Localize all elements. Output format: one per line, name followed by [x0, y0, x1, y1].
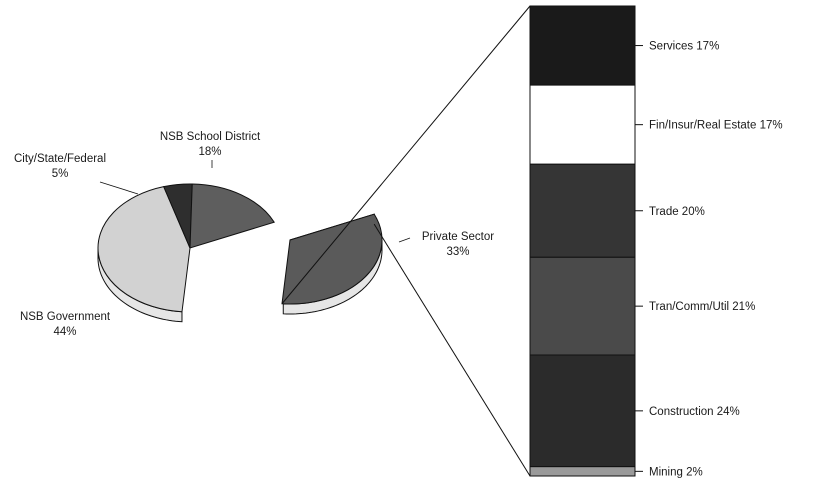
pie-label-nsb-government: NSB Government 44%	[20, 311, 111, 338]
bar-segment-tran-comm-util	[529, 256, 636, 356]
stacked-bar-layer	[529, 5, 643, 477]
connector-layer	[281, 5, 531, 477]
pie-label-name: NSB School District	[160, 131, 261, 143]
pie-label-value: 33%	[446, 246, 469, 258]
bar-label-mining: Mining 2%	[649, 466, 703, 478]
bar-label-trade: Trade 20%	[649, 206, 705, 218]
bar-label-tran-comm-util: Tran/Comm/Util 21%	[649, 301, 755, 313]
pie-label-name: Private Sector	[422, 231, 494, 243]
pie-slice-private-sector	[281, 213, 383, 305]
pie-label-name: City/State/Federal	[14, 153, 106, 165]
bar-segment-services	[529, 5, 636, 86]
bar-label-construction: Construction 24%	[649, 406, 740, 418]
pie-layer	[97, 183, 383, 323]
label-layer: Services 17% Fin/Insur/Real Estate 17% Tra…	[14, 41, 783, 479]
pie-slice-nsb-school-district	[189, 183, 275, 249]
pie-label-private-sector: Private Sector 33%	[398, 231, 494, 258]
bar-label-services: Services 17%	[649, 41, 719, 53]
bar-label-fin-insur-real-estate: Fin/Insur/Real Estate 17%	[649, 120, 783, 132]
pie-label-value: 5%	[52, 168, 69, 180]
pie-label-nsb-school-district: NSB School District 18%	[160, 131, 261, 168]
pie-leader-line	[398, 237, 411, 243]
pie-label-value: 18%	[198, 146, 221, 158]
pie-label-name: NSB Government	[20, 311, 111, 323]
connector-bottom	[373, 223, 531, 477]
connector-top	[281, 5, 531, 305]
bar-segment-mining	[529, 466, 636, 477]
bar-segment-fin-insur-real-estate	[529, 84, 636, 165]
pie-label-value: 44%	[53, 326, 76, 338]
bar-segment-construction	[529, 354, 636, 468]
pie-leader-line	[99, 181, 139, 195]
pie-label-city-state-federal: City/State/Federal 5%	[14, 153, 139, 195]
pie-slice-nsb-government	[97, 186, 191, 313]
bar-segment-trade	[529, 163, 636, 258]
